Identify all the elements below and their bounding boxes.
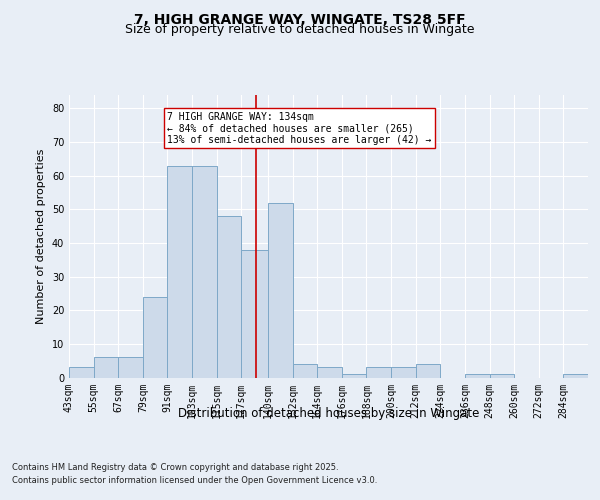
Text: Distribution of detached houses by size in Wingate: Distribution of detached houses by size … [178,408,479,420]
Text: Contains HM Land Registry data © Crown copyright and database right 2025.: Contains HM Land Registry data © Crown c… [12,462,338,471]
Bar [490,374,514,378]
Bar [563,374,588,378]
Bar [118,358,143,378]
Text: 7, HIGH GRANGE WAY, WINGATE, TS28 5FF: 7, HIGH GRANGE WAY, WINGATE, TS28 5FF [134,12,466,26]
Bar [69,368,94,378]
Bar [391,368,416,378]
Bar [367,368,391,378]
Bar [143,297,167,378]
Bar [465,374,490,378]
Text: 7 HIGH GRANGE WAY: 134sqm
← 84% of detached houses are smaller (265)
13% of semi: 7 HIGH GRANGE WAY: 134sqm ← 84% of detac… [167,112,432,145]
Bar [293,364,317,378]
Bar [192,166,217,378]
Bar [217,216,241,378]
Bar [94,358,118,378]
Bar [416,364,440,378]
Text: Size of property relative to detached houses in Wingate: Size of property relative to detached ho… [125,24,475,36]
Y-axis label: Number of detached properties: Number of detached properties [36,148,46,324]
Text: Contains public sector information licensed under the Open Government Licence v3: Contains public sector information licen… [12,476,377,485]
Bar [167,166,192,378]
Bar [317,368,342,378]
Bar [268,202,293,378]
Bar [241,250,268,378]
Bar [342,374,367,378]
